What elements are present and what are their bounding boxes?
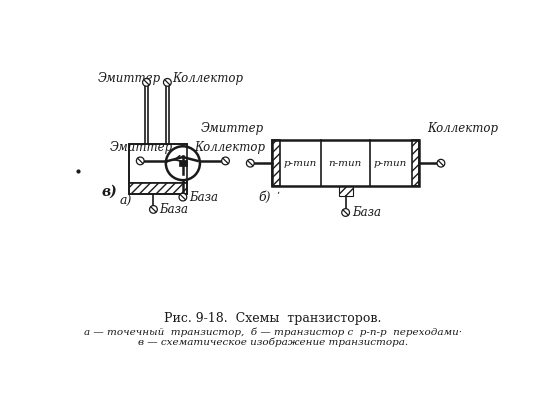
Text: База: База <box>159 203 189 216</box>
Circle shape <box>150 206 157 213</box>
Text: База: База <box>352 206 381 219</box>
Bar <box>272 140 280 186</box>
Bar <box>272 140 419 186</box>
Text: Эмиттер: Эмиттер <box>109 141 172 154</box>
Text: в): в) <box>101 185 117 199</box>
Circle shape <box>136 157 144 165</box>
Text: Рис. 9-18.  Схемы  транзисторов.: Рис. 9-18. Схемы транзисторов. <box>164 312 382 325</box>
Bar <box>128 144 187 183</box>
Text: р-тип: р-тип <box>374 159 407 168</box>
Bar <box>411 140 419 186</box>
Bar <box>128 183 187 194</box>
Text: Коллектор: Коллектор <box>172 72 243 85</box>
Text: а — точечный  транзистор,  б — транзистор с  p-n-p  переходами·: а — точечный транзистор, б — транзистор … <box>84 327 462 337</box>
Text: б): б) <box>259 191 271 204</box>
Text: Эмиттер: Эмиттер <box>201 122 264 135</box>
Circle shape <box>246 159 254 167</box>
Text: а): а) <box>119 195 132 208</box>
Circle shape <box>437 159 445 167</box>
Bar <box>338 186 353 196</box>
Text: в — схематическое изображение транзистора.: в — схематическое изображение транзистор… <box>138 338 408 347</box>
Circle shape <box>142 78 150 86</box>
Circle shape <box>164 78 171 86</box>
Circle shape <box>222 157 229 165</box>
Circle shape <box>166 146 200 180</box>
Bar <box>179 160 187 166</box>
Circle shape <box>342 208 350 216</box>
Text: База: База <box>189 191 218 204</box>
Bar <box>128 144 187 194</box>
Text: Коллектор: Коллектор <box>195 141 265 154</box>
Text: Эмиттер: Эмиттер <box>98 72 161 85</box>
Text: р-тип: р-тип <box>284 159 317 168</box>
Text: Коллектор: Коллектор <box>427 122 498 135</box>
Text: ʼ: ʼ <box>276 191 279 200</box>
Text: n-тип: n-тип <box>329 159 362 168</box>
Circle shape <box>179 193 187 201</box>
